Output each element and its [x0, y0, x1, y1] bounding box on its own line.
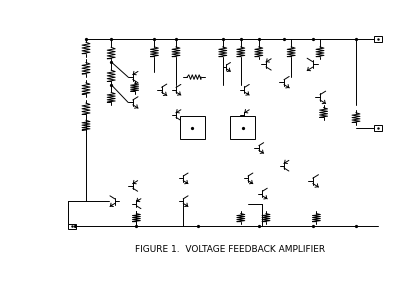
Text: FIGURE 1.  VOLTAGE FEEDBACK AMPLIFIER: FIGURE 1. VOLTAGE FEEDBACK AMPLIFIER — [135, 245, 325, 254]
Bar — [180, 116, 205, 139]
Bar — [374, 125, 382, 130]
Bar — [230, 116, 255, 139]
Bar — [374, 36, 382, 42]
Bar — [68, 224, 76, 229]
